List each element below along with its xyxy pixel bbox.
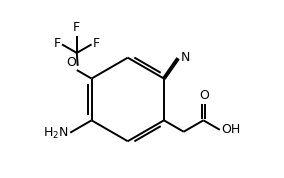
Text: O: O (199, 89, 209, 102)
Text: F: F (53, 37, 60, 50)
Text: F: F (93, 37, 100, 50)
Text: O: O (66, 56, 76, 69)
Text: H$_2$N: H$_2$N (43, 126, 68, 141)
Text: F: F (73, 21, 80, 34)
Text: N: N (181, 51, 190, 64)
Text: OH: OH (221, 123, 240, 136)
